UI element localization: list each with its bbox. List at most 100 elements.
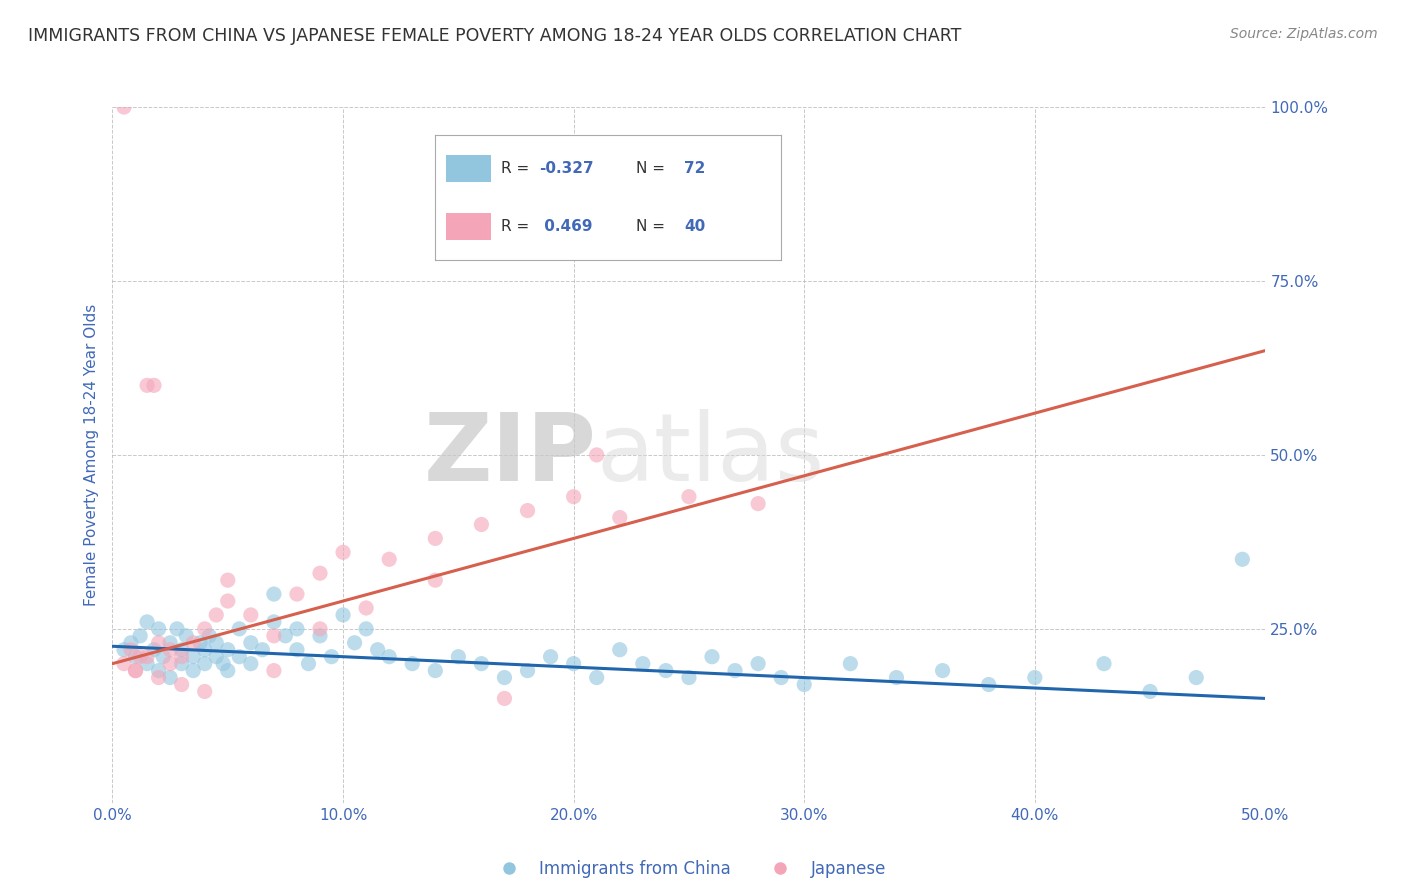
Point	[977, 677, 1000, 691]
Point	[274, 629, 297, 643]
Point	[839, 657, 862, 671]
Point	[239, 657, 262, 671]
Point	[631, 657, 654, 671]
Point	[263, 615, 285, 629]
Point	[194, 622, 217, 636]
Point	[170, 657, 193, 671]
Point	[770, 671, 793, 685]
Point	[747, 657, 769, 671]
Point	[170, 649, 193, 664]
Point	[367, 642, 389, 657]
Point	[188, 636, 211, 650]
Point	[470, 517, 492, 532]
Point	[159, 671, 181, 685]
Point	[285, 622, 308, 636]
Legend: Immigrants from China, Japanese: Immigrants from China, Japanese	[485, 854, 893, 885]
Point	[516, 664, 538, 678]
Point	[285, 642, 308, 657]
Point	[401, 657, 423, 671]
Point	[585, 448, 607, 462]
Point	[354, 601, 377, 615]
Point	[120, 636, 142, 650]
Text: IMMIGRANTS FROM CHINA VS JAPANESE FEMALE POVERTY AMONG 18-24 YEAR OLDS CORRELATI: IMMIGRANTS FROM CHINA VS JAPANESE FEMALE…	[28, 27, 962, 45]
Point	[263, 587, 285, 601]
Point	[228, 649, 250, 664]
Point	[166, 622, 188, 636]
Point	[678, 671, 700, 685]
Point	[343, 636, 366, 650]
Point	[205, 607, 228, 622]
Point	[886, 671, 908, 685]
Point	[425, 532, 447, 546]
Point	[309, 629, 332, 643]
Point	[136, 378, 159, 392]
Point	[136, 657, 159, 671]
Point	[309, 566, 332, 581]
Point	[585, 671, 607, 685]
Point	[136, 649, 159, 664]
Point	[217, 594, 239, 608]
Point	[562, 657, 585, 671]
Point	[378, 552, 401, 566]
Point	[181, 664, 204, 678]
Point	[129, 629, 152, 643]
Point	[332, 607, 354, 622]
Point	[152, 649, 174, 664]
Point	[425, 573, 447, 587]
Point	[198, 629, 221, 643]
Point	[148, 622, 170, 636]
Point	[124, 664, 146, 678]
Point	[285, 587, 308, 601]
Point	[212, 657, 235, 671]
Point	[1139, 684, 1161, 698]
Point	[136, 615, 159, 629]
Point	[678, 490, 700, 504]
Point	[205, 649, 228, 664]
Point	[263, 664, 285, 678]
Point	[655, 664, 678, 678]
Point	[1092, 657, 1115, 671]
Point	[332, 545, 354, 559]
Point	[159, 642, 181, 657]
Point	[494, 691, 516, 706]
Point	[747, 497, 769, 511]
Point	[124, 664, 146, 678]
Point	[562, 490, 585, 504]
Point	[494, 671, 516, 685]
Point	[194, 684, 217, 698]
Point	[425, 664, 447, 678]
Point	[159, 636, 181, 650]
Point	[540, 649, 562, 664]
Point	[124, 649, 146, 664]
Point	[148, 636, 170, 650]
Point	[148, 664, 170, 678]
Point	[447, 649, 470, 664]
Point	[309, 622, 332, 636]
Point	[174, 629, 197, 643]
Point	[252, 642, 274, 657]
Point	[516, 503, 538, 517]
Point	[217, 664, 239, 678]
Point	[354, 622, 377, 636]
Point	[170, 677, 193, 691]
Point	[181, 649, 204, 664]
Point	[931, 664, 953, 678]
Point	[1024, 671, 1046, 685]
Point	[143, 378, 166, 392]
Point	[1185, 671, 1208, 685]
Point	[321, 649, 343, 664]
Point	[129, 649, 152, 664]
Point	[378, 649, 401, 664]
Point	[724, 664, 747, 678]
Text: atlas: atlas	[596, 409, 825, 501]
Point	[112, 100, 135, 114]
Point	[205, 636, 228, 650]
Point	[228, 622, 250, 636]
Point	[112, 657, 135, 671]
Point	[194, 642, 217, 657]
Point	[297, 657, 319, 671]
Point	[181, 636, 204, 650]
Point	[143, 642, 166, 657]
Point	[700, 649, 723, 664]
Point	[239, 607, 262, 622]
